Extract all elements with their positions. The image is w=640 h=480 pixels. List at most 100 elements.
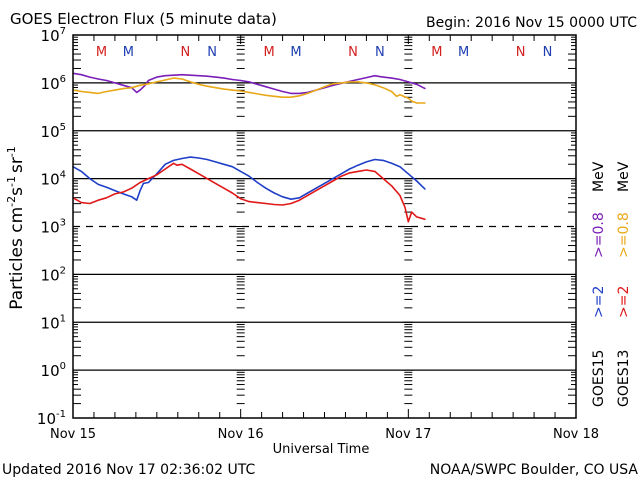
y-axis-label-s: s: [7, 187, 27, 196]
data-point: [189, 81, 191, 83]
svg-text:Particles cm-2s-1sr-1: Particles cm-2s-1sr-1: [5, 146, 27, 310]
data-point: [223, 163, 225, 165]
local-time-marker: N: [348, 45, 358, 60]
x-tick-label: Nov 16: [218, 427, 264, 442]
data-point: [416, 216, 418, 218]
y-axis-label-main: Particles cm: [7, 207, 27, 310]
data-point: [357, 81, 359, 83]
data-point: [89, 178, 91, 180]
data-point: [139, 181, 141, 184]
data-point: [265, 94, 267, 96]
y-tick-label: 100: [41, 361, 66, 380]
data-point: [114, 189, 116, 192]
data-point: [332, 83, 334, 85]
data-point: [307, 192, 309, 194]
data-point: [240, 170, 242, 173]
data-point: [231, 89, 233, 91]
data-point: [315, 187, 317, 189]
data-point: [181, 74, 183, 76]
x-tick-label: Nov 18: [553, 427, 599, 442]
data-point: [142, 182, 145, 185]
y-axis-label-exp2: -1: [5, 176, 18, 187]
legend-column: GOES13 >=2 >=0.8 MeV: [616, 161, 632, 407]
local-time-marker: N: [180, 45, 190, 60]
data-point: [147, 181, 150, 184]
data-point: [248, 91, 250, 94]
data-point: [97, 183, 99, 185]
chart-title: GOES Electron Flux (5 minute data): [10, 10, 277, 28]
data-point: [323, 185, 326, 187]
data-point: [80, 90, 82, 93]
data-point: [407, 97, 409, 99]
data-point: [290, 96, 292, 98]
data-point: [349, 81, 351, 83]
data-point: [307, 194, 309, 196]
data-point: [365, 169, 368, 171]
y-tick-base: 10: [41, 219, 60, 237]
y-tick-label: 10-1: [37, 409, 66, 428]
data-point: [97, 199, 99, 201]
data-point: [290, 92, 292, 95]
data-point: [198, 75, 200, 77]
data-point: [298, 199, 300, 201]
data-point: [349, 168, 351, 170]
local-time-marker: N: [207, 45, 217, 60]
data-point: [256, 83, 259, 85]
data-point: [365, 82, 368, 84]
local-time-marker: M: [458, 45, 469, 60]
data-point: [114, 89, 116, 91]
data-point: [176, 164, 178, 166]
y-tick-label: 103: [41, 218, 66, 237]
data-point: [173, 77, 175, 79]
legend-satellite: GOES15: [591, 350, 607, 407]
data-point: [357, 164, 359, 166]
data-point: [122, 193, 124, 195]
data-point: [357, 78, 359, 81]
data-point: [105, 197, 108, 199]
data-point: [189, 168, 191, 170]
data-point: [223, 77, 225, 79]
data-point: [349, 172, 351, 174]
data-point: [105, 79, 108, 82]
legend-unit: MeV: [616, 161, 632, 192]
data-point: [407, 81, 409, 83]
data-point: [424, 102, 426, 104]
data-point: [424, 188, 426, 190]
data-point: [365, 77, 368, 79]
data-point: [290, 202, 292, 205]
data-point: [390, 162, 393, 164]
data-point: [411, 211, 413, 213]
data-point: [131, 196, 133, 198]
data-point: [256, 93, 259, 95]
data-point: [273, 88, 275, 90]
begin-label: Begin: 2016 Nov 15 0000 UTC: [426, 15, 637, 31]
data-point: [399, 194, 401, 196]
data-point: [298, 197, 300, 199]
legend-low-energy: >=0.8: [591, 212, 607, 258]
data-point: [416, 102, 418, 104]
y-tick-label: 104: [41, 170, 66, 189]
y-axis-label: Particles cm-2s-1sr-1: [5, 146, 27, 310]
y-tick-exponent: 0: [60, 361, 66, 372]
legend-high-energy: >=2: [616, 286, 632, 318]
data-point: [382, 178, 384, 180]
y-tick-base: 10: [41, 266, 60, 284]
data-point: [198, 83, 200, 85]
data-point: [399, 78, 401, 81]
data-point: [97, 92, 99, 95]
data-point: [365, 161, 368, 163]
data-point: [114, 193, 116, 195]
legend-unit: MeV: [591, 161, 607, 192]
data-point: [131, 87, 133, 89]
data-point: [206, 85, 208, 87]
data-point: [139, 89, 141, 91]
y-tick-label: 106: [41, 74, 66, 93]
y-tick-exponent: 1: [60, 313, 66, 324]
data-point: [97, 78, 99, 80]
data-point: [89, 202, 91, 205]
data-point: [374, 158, 376, 161]
x-tick-labels: Nov 15 Nov 16 Nov 17 Nov 18: [50, 427, 599, 442]
legend-low-energy: >=0.8: [616, 212, 632, 258]
y-tick-label: 101: [41, 313, 66, 332]
